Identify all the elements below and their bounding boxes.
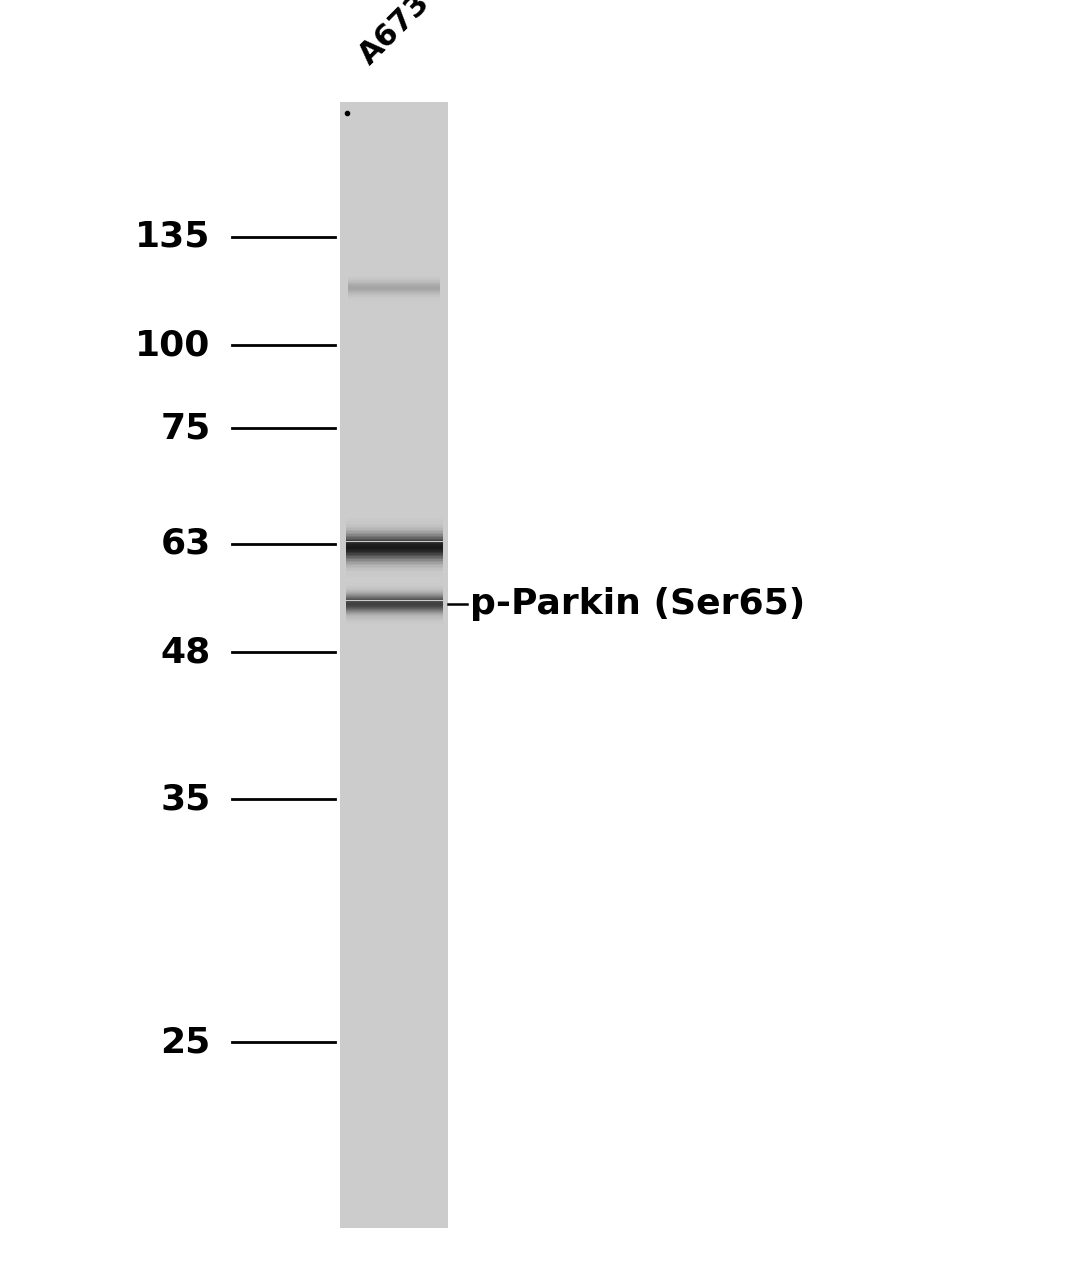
Bar: [346, 537, 443, 538]
Bar: [346, 570, 443, 573]
Bar: [346, 535, 443, 536]
Bar: [346, 532, 443, 535]
Bar: [346, 545, 443, 546]
Text: 100: 100: [135, 329, 211, 362]
Bar: [346, 540, 443, 541]
Bar: [346, 568, 443, 569]
Bar: [346, 554, 443, 555]
Bar: [346, 558, 443, 559]
Bar: [346, 574, 443, 576]
Text: 48: 48: [160, 636, 211, 669]
Bar: [346, 530, 443, 531]
Bar: [346, 547, 443, 549]
Bar: [346, 555, 443, 556]
Text: 25: 25: [160, 1026, 211, 1059]
Text: A673: A673: [353, 0, 435, 70]
Text: 135: 135: [135, 220, 211, 253]
Bar: [346, 541, 443, 544]
Bar: [346, 531, 443, 532]
Bar: [346, 524, 443, 526]
Bar: [340, 102, 448, 1228]
Bar: [346, 528, 443, 530]
Bar: [346, 565, 443, 567]
Bar: [346, 564, 443, 565]
Bar: [346, 521, 443, 522]
Bar: [346, 518, 443, 519]
Bar: [346, 576, 443, 577]
Bar: [346, 550, 443, 551]
Bar: [346, 526, 443, 527]
Bar: [346, 519, 443, 521]
Bar: [346, 560, 443, 563]
Bar: [346, 538, 443, 540]
Bar: [346, 559, 443, 560]
Text: 75: 75: [160, 412, 211, 445]
Bar: [346, 544, 443, 545]
Bar: [346, 546, 443, 547]
Bar: [346, 522, 443, 524]
Text: 35: 35: [160, 783, 211, 816]
Bar: [346, 563, 443, 564]
Bar: [346, 549, 443, 550]
Text: p-Parkin (Ser65): p-Parkin (Ser65): [470, 587, 805, 620]
Bar: [346, 536, 443, 537]
Text: 63: 63: [160, 527, 211, 560]
Bar: [346, 551, 443, 554]
Bar: [346, 556, 443, 558]
Bar: [346, 527, 443, 528]
Bar: [346, 569, 443, 570]
Bar: [346, 573, 443, 574]
Bar: [346, 567, 443, 568]
